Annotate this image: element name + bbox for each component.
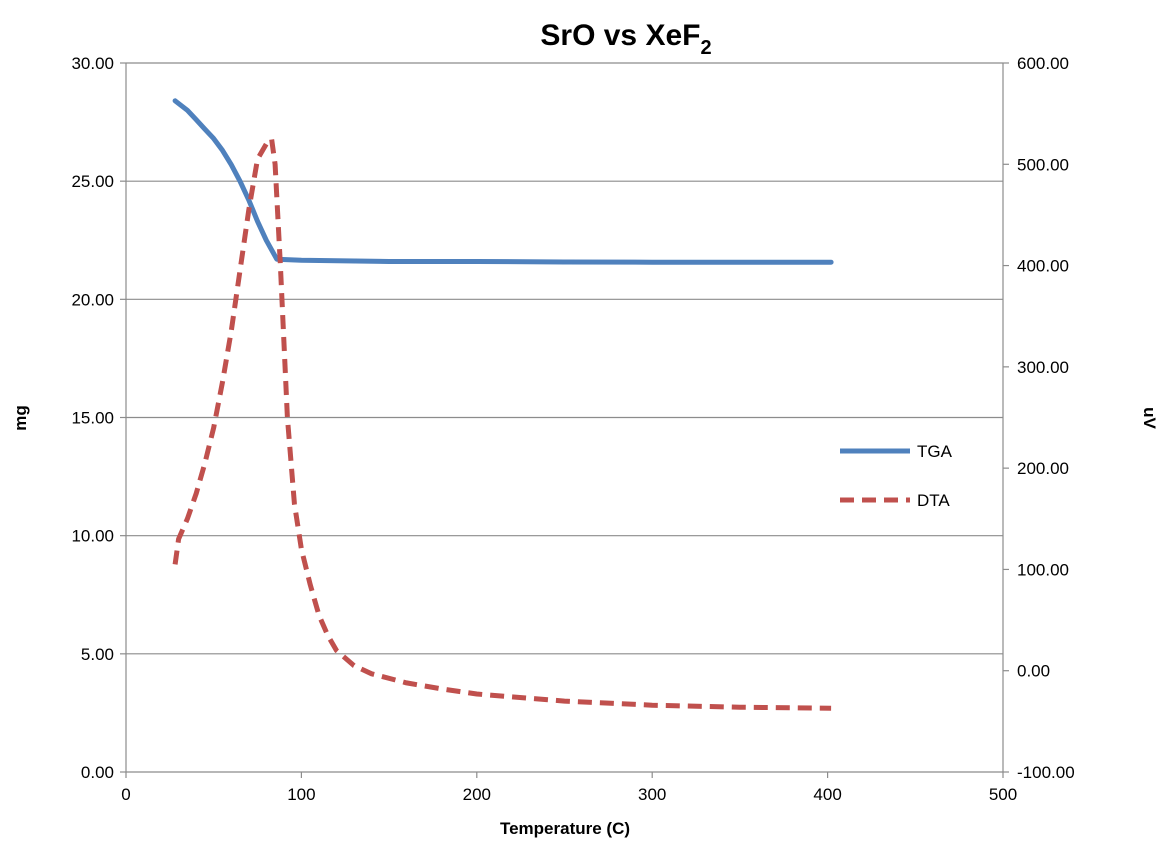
y2-tick-label: 600.00: [1017, 54, 1069, 73]
y-tick-label: 10.00: [71, 527, 114, 546]
y-tick-label: 5.00: [81, 645, 114, 664]
series-line-tga: [172, 98, 834, 265]
gridlines: [126, 62, 1003, 655]
x-tick-label: 500: [989, 785, 1017, 804]
x-axis-title: Temperature (C): [500, 819, 630, 838]
y2-axis-title: uV: [1140, 407, 1156, 429]
y2-tick-label: 200.00: [1017, 459, 1069, 478]
y-axis-title: mg: [11, 405, 30, 431]
y2-tick-label: 400.00: [1017, 257, 1069, 276]
y2-tick-label: 100.00: [1017, 560, 1069, 579]
x-tick-label: 400: [813, 785, 841, 804]
x-tick-label: 0: [121, 785, 130, 804]
x-tick-label: 200: [463, 785, 491, 804]
legend: TGA DTA: [840, 442, 953, 510]
y-tick-label: 0.00: [81, 763, 114, 782]
x-tick-label: 300: [638, 785, 666, 804]
legend-label-dta: DTA: [917, 491, 950, 510]
y2-tick-label: 500.00: [1017, 155, 1069, 174]
y2-tick-label: 300.00: [1017, 358, 1069, 377]
chart-title: SrO vs XeF2: [540, 19, 711, 59]
y-tick-label: 20.00: [71, 290, 114, 309]
y2-tick-label: -100.00: [1017, 763, 1075, 782]
y-tick-label: 30.00: [71, 54, 114, 73]
series-lines: [172, 98, 834, 711]
series-line-dta: [172, 136, 832, 711]
y-tick-label: 15.00: [71, 409, 114, 428]
tick-labels: 0.00 5.00 10.00 15.00 20.00 25.00 30.00 -100.00…: [71, 54, 1074, 804]
y2-tick-label: 0.00: [1017, 662, 1050, 681]
legend-label-tga: TGA: [917, 442, 953, 461]
x-tick-label: 100: [287, 785, 315, 804]
axes: [120, 62, 1009, 778]
y-tick-label: 25.00: [71, 172, 114, 191]
